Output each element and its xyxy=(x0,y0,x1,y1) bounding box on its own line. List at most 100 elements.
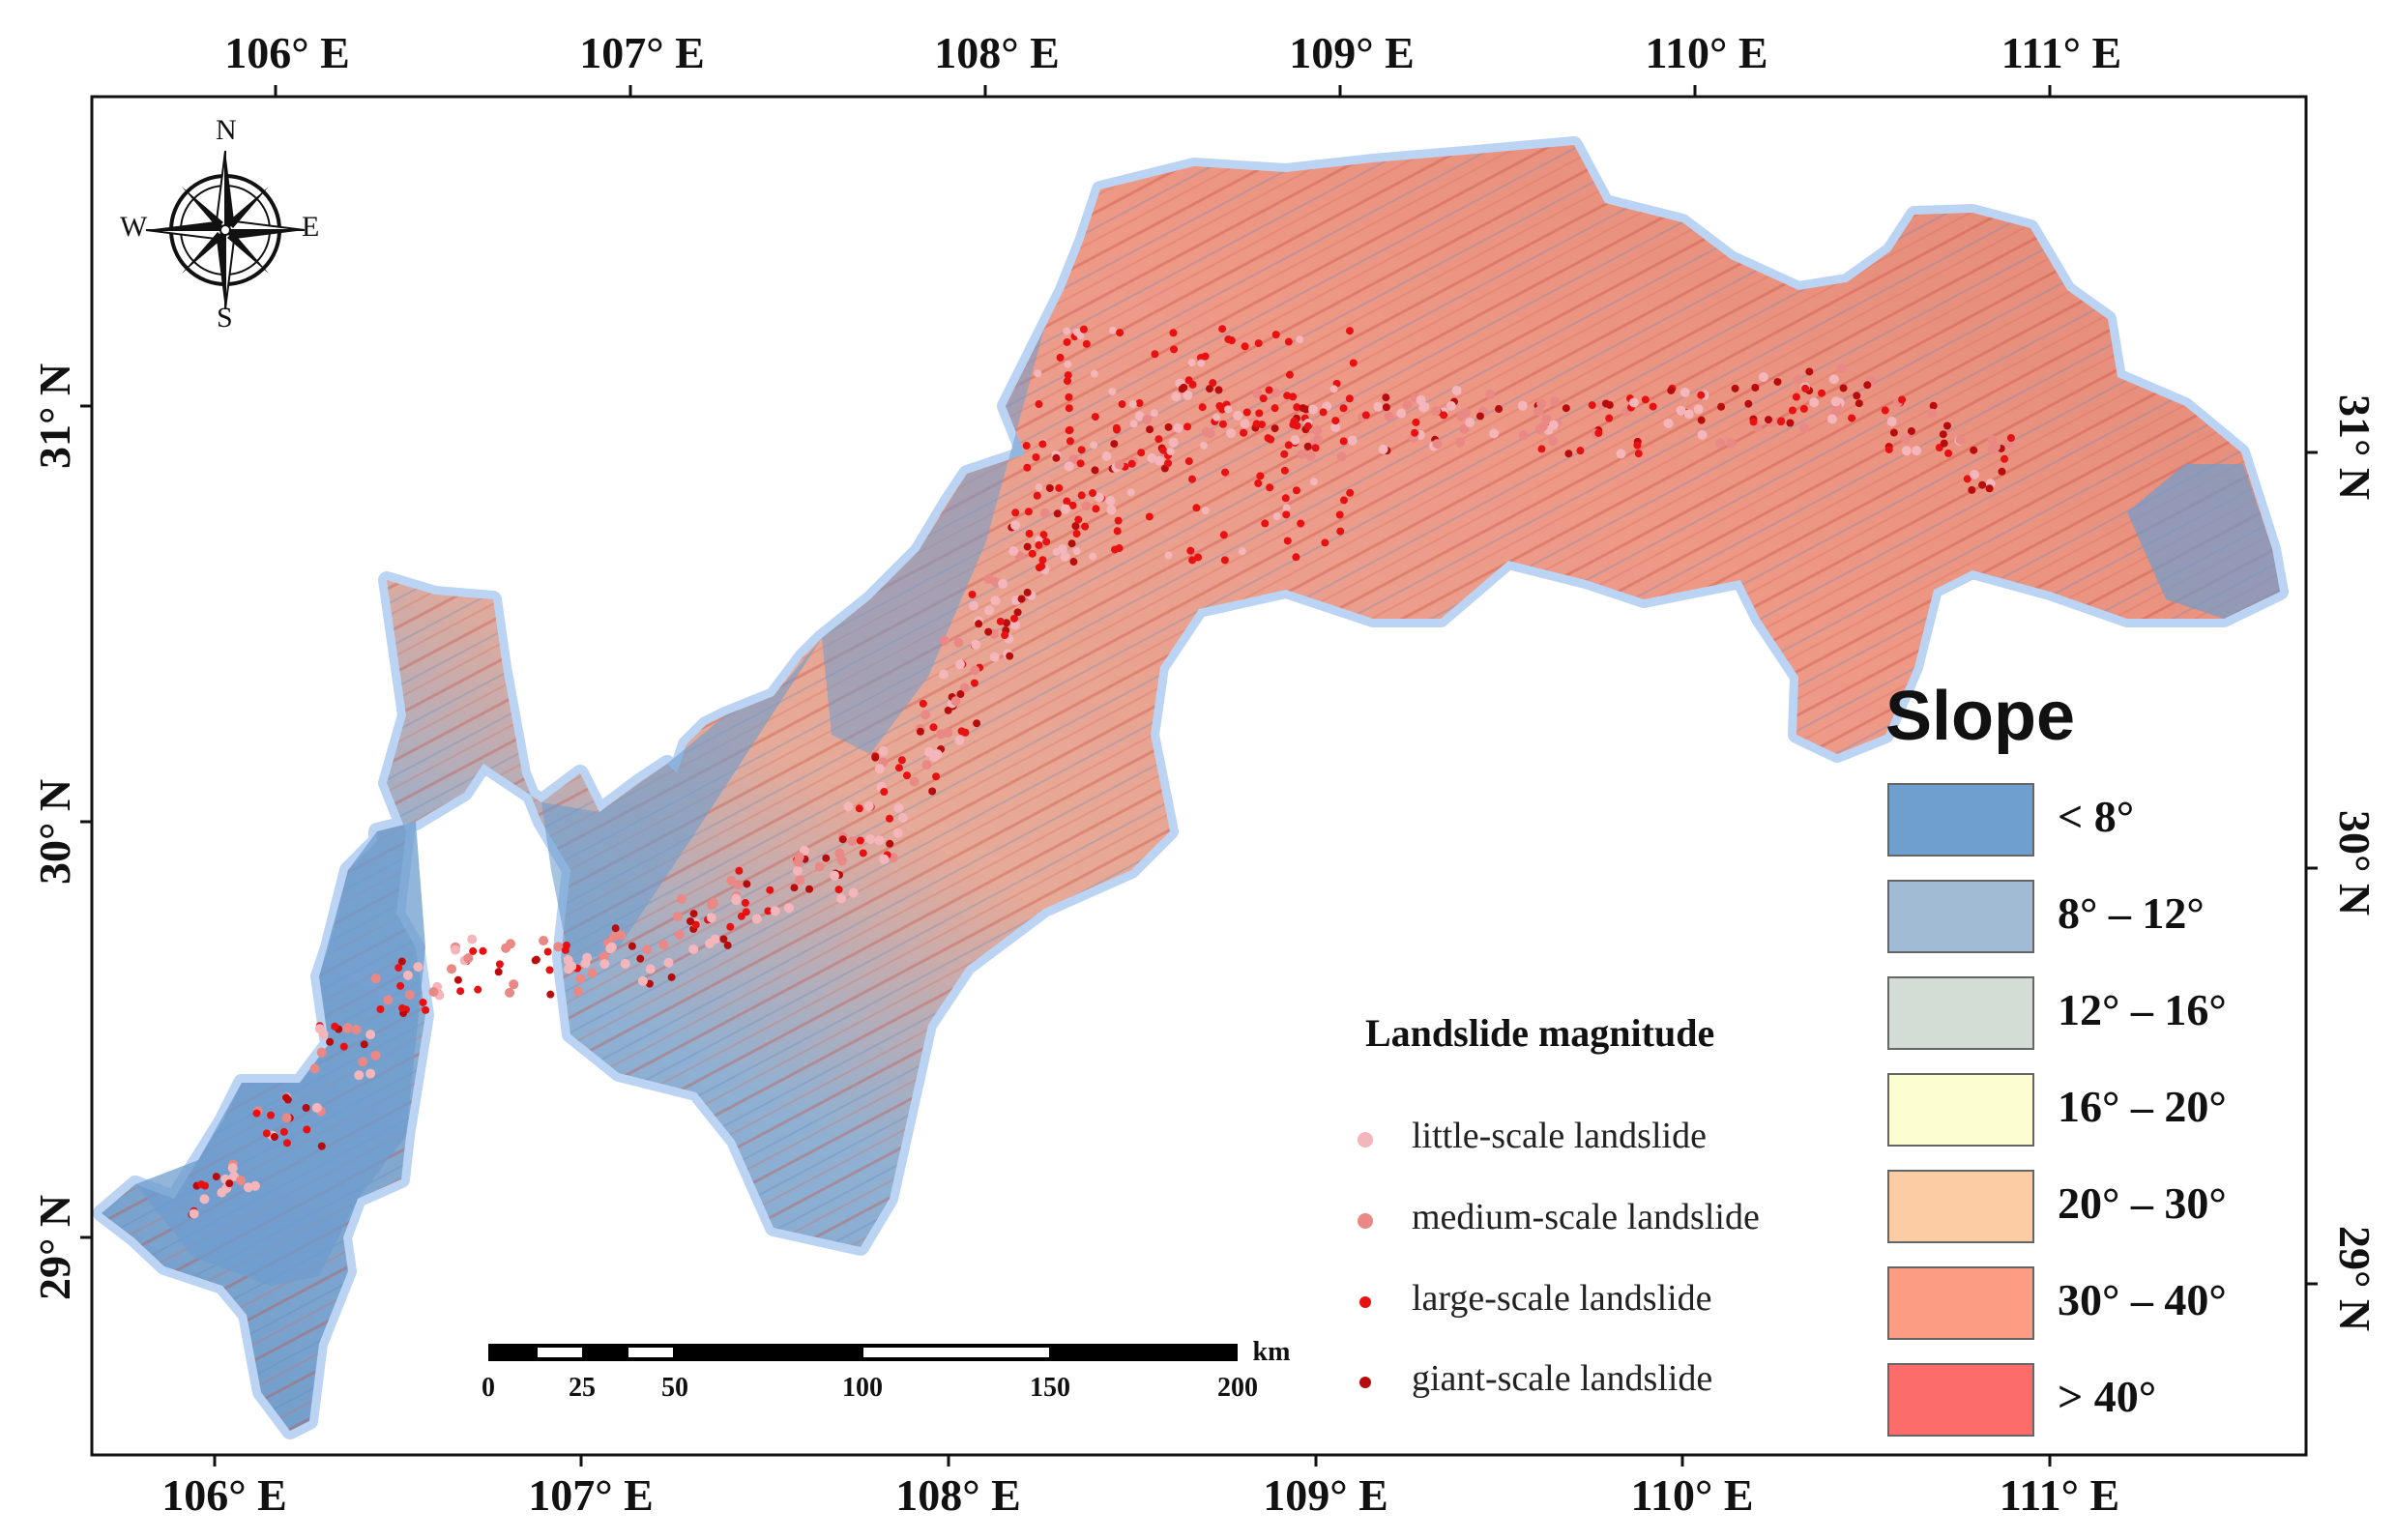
landslide-point xyxy=(2006,434,2015,443)
landslide-point xyxy=(751,914,762,924)
landslide-point xyxy=(1002,619,1010,627)
scale-tick-50: 50 xyxy=(661,1373,688,1403)
landslide-point xyxy=(1431,406,1442,417)
landslide-point xyxy=(1311,444,1320,452)
landslide-point xyxy=(663,957,674,968)
landslide-point xyxy=(1006,652,1014,660)
landslide-point xyxy=(1233,410,1243,421)
landslide-point xyxy=(582,952,593,963)
landslide-point xyxy=(1839,384,1848,392)
bottom-tick-111: 111° E xyxy=(1999,1470,2120,1520)
landslide-point xyxy=(1969,469,1979,479)
landslide-point xyxy=(637,975,648,986)
landslide-point xyxy=(1292,486,1300,495)
landslide-point xyxy=(383,995,394,1005)
landslide-point xyxy=(331,1022,339,1031)
low-slope-area-east xyxy=(2127,464,2280,619)
landslide-point xyxy=(667,973,676,981)
landslide-point xyxy=(1137,449,1146,457)
landslide-point xyxy=(1537,421,1548,432)
landslide-point xyxy=(658,940,669,950)
bottom-tick-106: 106° E xyxy=(161,1470,287,1520)
landslide-point xyxy=(339,1042,348,1051)
landslide-point xyxy=(267,1111,276,1119)
landslide-point xyxy=(1009,520,1020,531)
landslide-point xyxy=(1281,494,1290,503)
landslide-point xyxy=(1305,450,1316,461)
landslide-point xyxy=(199,1194,210,1205)
landslide-point xyxy=(447,964,457,974)
right-tick-31: 31° N xyxy=(2330,394,2380,501)
landslide-point xyxy=(957,727,966,736)
landslide-point xyxy=(805,885,814,893)
landslide-point xyxy=(283,1095,292,1104)
scale-tick-0: 0 xyxy=(482,1373,495,1403)
bottom-tick-110: 110° E xyxy=(1630,1470,1754,1520)
slope-swatch xyxy=(1887,1363,2034,1437)
landslide-point xyxy=(1180,383,1188,392)
landslide-point xyxy=(1744,399,1753,408)
landslide-point xyxy=(822,854,831,862)
landslide-point xyxy=(1518,430,1529,441)
top-tick-110: 110° E xyxy=(1645,28,1768,77)
landslide-point xyxy=(691,920,700,929)
landslide-point xyxy=(1676,405,1686,416)
landslide-point xyxy=(843,801,854,812)
landslide-point xyxy=(302,1104,310,1113)
landslide-point xyxy=(1042,538,1051,546)
landslide-point xyxy=(939,635,949,646)
landslide-point xyxy=(676,894,686,905)
landslide-point xyxy=(1224,334,1233,343)
landslide-point xyxy=(326,1037,335,1046)
landslide-point xyxy=(1679,387,1690,397)
giant-scale-symbol xyxy=(1359,1377,1371,1388)
landslide-point xyxy=(2001,454,2009,463)
scale-unit: km xyxy=(1252,1337,1291,1367)
landslide-point xyxy=(1009,614,1018,623)
landslide-point xyxy=(1550,396,1561,407)
scale-tick-25: 25 xyxy=(569,1373,596,1403)
landslide-point xyxy=(1830,396,1841,407)
slope-label: > 40° xyxy=(2058,1372,2157,1421)
landslide-point xyxy=(1074,515,1083,524)
landslide-point xyxy=(1011,508,1020,517)
landslide-point xyxy=(1113,527,1122,536)
landslide-point xyxy=(351,1025,362,1035)
landslide-point xyxy=(1267,435,1275,444)
landslide-point xyxy=(1170,345,1179,354)
landslide-point xyxy=(376,1004,385,1013)
landslide-point xyxy=(1495,405,1504,414)
bottom-tick-107: 107° E xyxy=(528,1470,654,1520)
landslide-point xyxy=(1335,510,1344,519)
landslide-point xyxy=(1109,326,1118,334)
landslide-point xyxy=(428,986,439,997)
landslide-point xyxy=(1809,397,1820,408)
landslide-point xyxy=(1252,389,1263,399)
landslide-point xyxy=(1884,445,1893,453)
landslide-point xyxy=(1212,413,1221,421)
landslide-point xyxy=(1188,380,1197,389)
landslide-point xyxy=(897,756,906,765)
landslide-point xyxy=(1068,454,1079,465)
scale-tick-150: 150 xyxy=(1030,1373,1070,1403)
landslide-point xyxy=(243,1182,253,1193)
landslide-point xyxy=(1063,327,1071,335)
landslide-point xyxy=(1150,409,1158,418)
landslide-point xyxy=(360,1040,368,1049)
landslide-point xyxy=(469,946,478,955)
landslide-point xyxy=(1792,392,1800,401)
landslide-point xyxy=(673,912,684,922)
landslide-point xyxy=(1313,434,1324,445)
landslide-point xyxy=(1663,418,1674,428)
landslide-point xyxy=(1649,402,1657,411)
landslide-point xyxy=(1863,381,1872,390)
landslide-point xyxy=(834,848,845,858)
landslide-point xyxy=(1266,483,1274,492)
landslide-point xyxy=(1154,455,1165,466)
landslide-point xyxy=(859,849,867,857)
landslide-point xyxy=(984,605,995,616)
slope-swatch xyxy=(1887,880,2034,953)
landslide-point xyxy=(495,960,504,969)
landslide-point xyxy=(1146,425,1154,434)
